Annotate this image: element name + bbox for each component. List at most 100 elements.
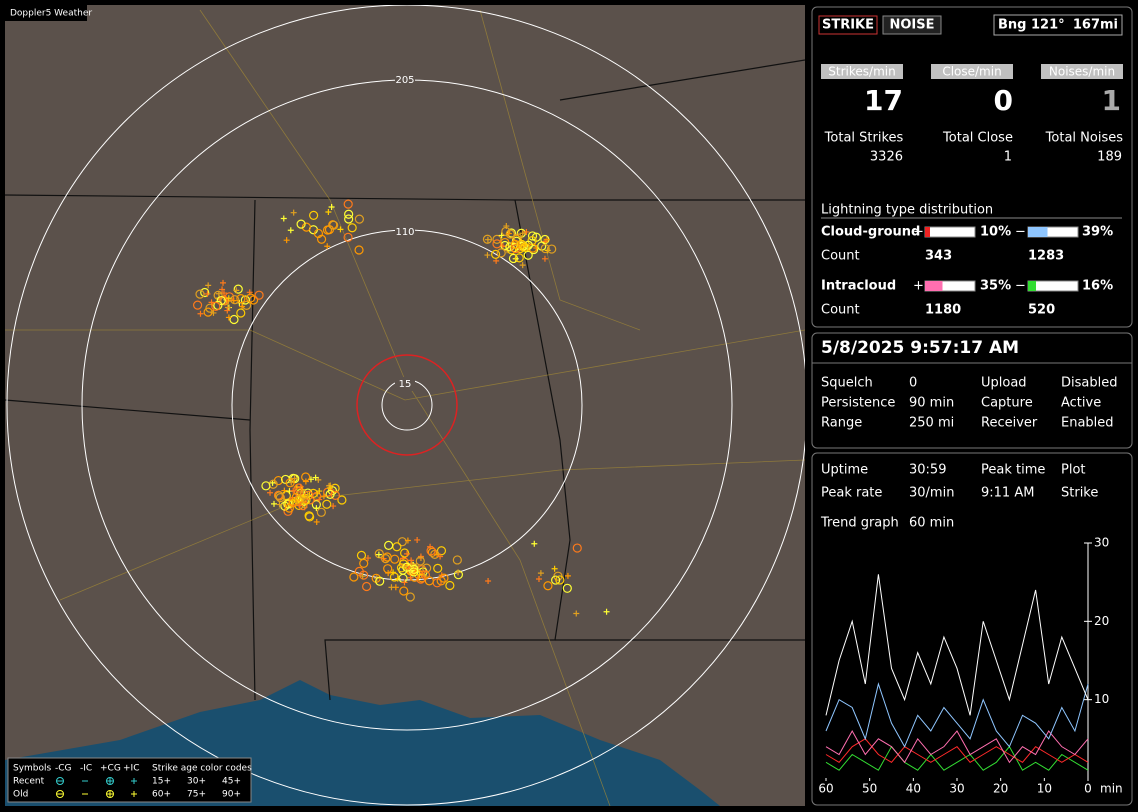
strike <box>603 608 610 615</box>
strike <box>445 580 455 591</box>
strike <box>541 255 548 262</box>
strike <box>437 553 444 560</box>
status-cell: Capture <box>981 396 1033 411</box>
strike <box>408 557 415 564</box>
strike <box>382 552 392 562</box>
x-tick-label: 0 <box>1084 782 1092 796</box>
strike <box>276 501 283 508</box>
strike <box>313 518 320 525</box>
rate-label: Noises/min <box>1049 65 1115 79</box>
bearing-box <box>993 14 1123 36</box>
pct-label: 35% <box>980 279 1011 294</box>
legend-col: -IC <box>80 764 92 774</box>
strike <box>240 295 250 305</box>
strike <box>197 310 204 317</box>
x-tick-label: 50 <box>862 782 877 796</box>
strike <box>213 290 223 301</box>
strike <box>337 226 344 233</box>
status-cell: Receiver <box>981 416 1038 431</box>
strike <box>404 550 411 557</box>
strike <box>452 555 462 565</box>
status-cell: 250 mi <box>909 416 954 431</box>
strike <box>383 564 393 574</box>
uptime-cell: 30/min <box>909 486 954 501</box>
total-value: 3326 <box>870 150 903 165</box>
legend-symbol <box>131 778 137 784</box>
close-ring <box>356 354 458 456</box>
trend-line <box>825 682 1089 748</box>
strike <box>267 489 274 496</box>
pct-label: 10% <box>980 225 1011 240</box>
rate-label: Close/min <box>942 65 1001 79</box>
dist-title: Lightning type distribution <box>821 203 993 218</box>
bar-fill <box>1028 227 1048 237</box>
legend-col: -CG <box>55 764 72 774</box>
strike <box>397 537 407 547</box>
strike <box>537 570 544 577</box>
strike <box>527 231 538 241</box>
strike <box>316 234 327 244</box>
type-name: Cloud-ground <box>821 225 920 240</box>
strike-button-label: STRIKE <box>822 18 874 33</box>
strike <box>287 227 294 234</box>
map <box>5 5 805 806</box>
x-tick-label: 10 <box>1037 782 1052 796</box>
legend-box <box>7 757 252 803</box>
type-name: Intracloud <box>821 279 896 294</box>
uptime-cell: Strike <box>1061 486 1098 501</box>
rate-value: 0 <box>994 84 1013 117</box>
strike <box>291 475 298 482</box>
strike <box>225 295 232 302</box>
x-tick-label: 40 <box>906 782 921 796</box>
strike <box>269 479 276 486</box>
strike <box>313 505 320 512</box>
title-box <box>5 5 87 21</box>
ring-label: 110 <box>395 227 414 238</box>
strike <box>427 547 437 557</box>
strike <box>316 496 323 503</box>
status-cell: Disabled <box>1061 376 1117 391</box>
legend-symbol <box>106 790 114 798</box>
bar-fill <box>1028 281 1036 291</box>
total-label: Total Close <box>942 131 1013 146</box>
strike <box>424 576 434 586</box>
legend-symbol <box>107 778 113 784</box>
x-tick-label: 30 <box>949 782 964 796</box>
trend-line <box>825 745 1089 771</box>
status-cell: Upload <box>981 376 1027 391</box>
uptime-cell: 9:11 AM <box>981 486 1034 501</box>
status-cell: Squelch <box>821 376 873 391</box>
status-cell: 0 <box>909 376 917 391</box>
sign: + <box>913 279 924 294</box>
strike <box>337 495 347 505</box>
trend-label: Trend graph <box>820 516 899 531</box>
total-value: 1 <box>1004 150 1012 165</box>
rate-label-box <box>821 64 903 79</box>
distance: 167mi <box>1073 18 1118 33</box>
strike <box>405 592 415 602</box>
rate-value: 1 <box>1102 84 1121 117</box>
strike <box>215 290 222 297</box>
strike <box>220 279 227 286</box>
strike <box>275 492 285 503</box>
strike <box>271 500 278 507</box>
strike <box>325 209 332 216</box>
borders <box>5 59 805 701</box>
x-tick-label: 60 <box>818 782 833 796</box>
noise-button[interactable] <box>882 15 942 35</box>
sign: − <box>1015 225 1026 240</box>
strike <box>224 304 231 311</box>
strike <box>492 234 502 245</box>
strike <box>219 286 226 293</box>
legend-symbol <box>56 777 64 785</box>
status-cell: 90 min <box>909 396 954 411</box>
strike-button[interactable] <box>818 15 878 35</box>
strike <box>415 556 425 566</box>
count-value: 1283 <box>1028 249 1064 264</box>
strike <box>359 573 366 580</box>
y-tick-label: 20 <box>1094 614 1109 628</box>
strike <box>283 237 290 244</box>
